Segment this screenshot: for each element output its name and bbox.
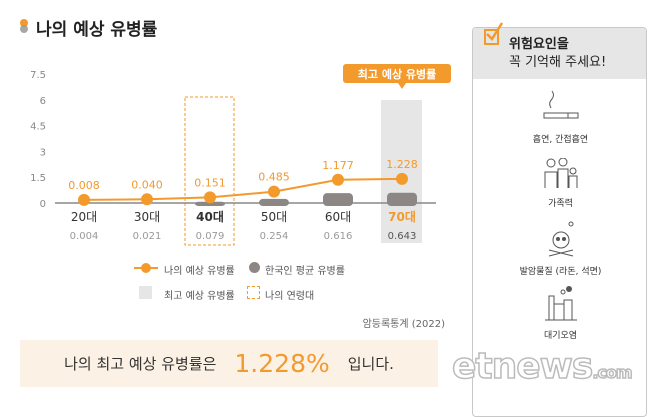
x-category-label: 60대	[325, 210, 351, 224]
title-dot-icon	[20, 19, 28, 33]
my-rate-point	[204, 191, 216, 204]
legend-dot-icon	[249, 262, 260, 273]
x-category-label: 70대	[388, 210, 416, 224]
avg-rate-label: 0.254	[260, 231, 289, 242]
source-note: 암등록통계 (2022)	[362, 319, 445, 330]
panel-title-line2: 꼭 기억해 주세요!	[509, 55, 607, 70]
my-rate-label: 1.177	[322, 159, 354, 172]
max-badge-pointer	[398, 83, 406, 89]
panel-title-line1: 위험요인을	[509, 37, 569, 52]
legend-my-age: 나의 연령대	[265, 291, 315, 302]
legend-gray-square-icon	[139, 286, 152, 299]
x-category-label: 40대	[196, 210, 224, 224]
risk-item-smoking: 흡연, 간접흡연	[473, 86, 648, 145]
legend-dashed-square-icon	[247, 286, 260, 299]
legend-line-icon	[134, 263, 158, 273]
max-badge-label: 최고 예상 유병률	[358, 67, 437, 81]
x-category-label: 20대	[71, 210, 97, 224]
cigarette-icon	[543, 90, 578, 119]
my-rate-point	[396, 172, 408, 185]
risk-label: 대기오염	[543, 331, 578, 341]
summary-box: 나의 최고 예상 유병률은 1.228% 입니다.	[20, 340, 438, 387]
legend-avg-rate: 한국인 평균 유병률	[265, 266, 345, 277]
prevalence-chart: 최고 예상 유병률 7.5 6 4.5 3 1.5 0 0.008 0.040 0.151 0.48…	[30, 64, 451, 246]
page-title: 나의 예상 유병률	[36, 20, 158, 40]
skull-icon	[548, 221, 573, 257]
y-tick-label: 6	[40, 96, 46, 107]
my-rate-label: 0.151	[194, 176, 226, 189]
summary-prefix: 나의 최고 예상 유병률은	[64, 355, 217, 373]
risk-label: 발암물질 (라돈, 석면)	[519, 267, 602, 277]
my-rate-point	[78, 193, 90, 206]
watermark-text: etnews	[451, 345, 594, 388]
my-rate-point	[332, 173, 344, 186]
risk-label: 흡연, 간접흡연	[532, 135, 589, 145]
y-tick-label: 1.5	[30, 173, 46, 184]
y-tick-label: 7.5	[30, 70, 46, 81]
panel-title: 위험요인을 꼭 기억해 주세요!	[509, 36, 606, 72]
my-rate-label: 1.228	[386, 158, 418, 171]
legend-max-rate: 최고 예상 유병률	[164, 291, 235, 302]
my-rate-label: 0.485	[258, 171, 290, 184]
etnews-watermark-logo: etnews.com	[451, 345, 634, 388]
x-category-label: 30대	[134, 210, 160, 224]
avg-rate-label: 0.004	[70, 231, 99, 242]
watermark-suffix: .com	[592, 362, 634, 383]
avg-rate-label: 0.616	[324, 231, 353, 242]
y-tick-label: 4.5	[30, 122, 46, 133]
risk-item-family: 가족력	[473, 158, 648, 209]
y-tick-label: 3	[40, 147, 46, 158]
my-rate-label: 0.040	[131, 178, 163, 191]
y-tick-label: 0	[40, 199, 46, 210]
summary-suffix: 입니다.	[347, 355, 394, 373]
panel-header: 위험요인을 꼭 기억해 주세요!	[473, 22, 646, 79]
family-icon	[544, 158, 577, 188]
avg-rate-label: 0.021	[133, 231, 162, 242]
my-rate-label: 0.008	[68, 179, 100, 192]
legend-my-rate: 나의 예상 유병률	[164, 266, 235, 277]
max-badge	[343, 64, 451, 83]
risk-item-carcinogen: 발암물질 (라돈, 석면)	[473, 220, 648, 277]
avg-bar	[387, 192, 417, 206]
my-rate-line	[83, 177, 403, 201]
x-category-label: 50대	[261, 210, 287, 224]
max-highlight-column	[381, 100, 422, 243]
my-rate-point	[141, 193, 153, 206]
risk-factor-panel: 위험요인을 꼭 기억해 주세요! 흡연, 간접흡연 가족력 발암물질 (라돈, …	[472, 22, 648, 417]
summary-value: 1.228%	[234, 349, 330, 378]
risk-label: 가족력	[548, 199, 573, 209]
avg-bar	[323, 193, 353, 206]
my-rate-point	[268, 185, 280, 198]
avg-rate-label: 0.079	[196, 231, 225, 242]
factory-icon	[544, 286, 577, 321]
risk-item-air-pollution: 대기오염	[473, 284, 648, 341]
checkbox-check-icon	[484, 22, 504, 45]
my-age-dashed-box	[184, 96, 235, 246]
avg-rate-label: 0.643	[388, 231, 417, 242]
